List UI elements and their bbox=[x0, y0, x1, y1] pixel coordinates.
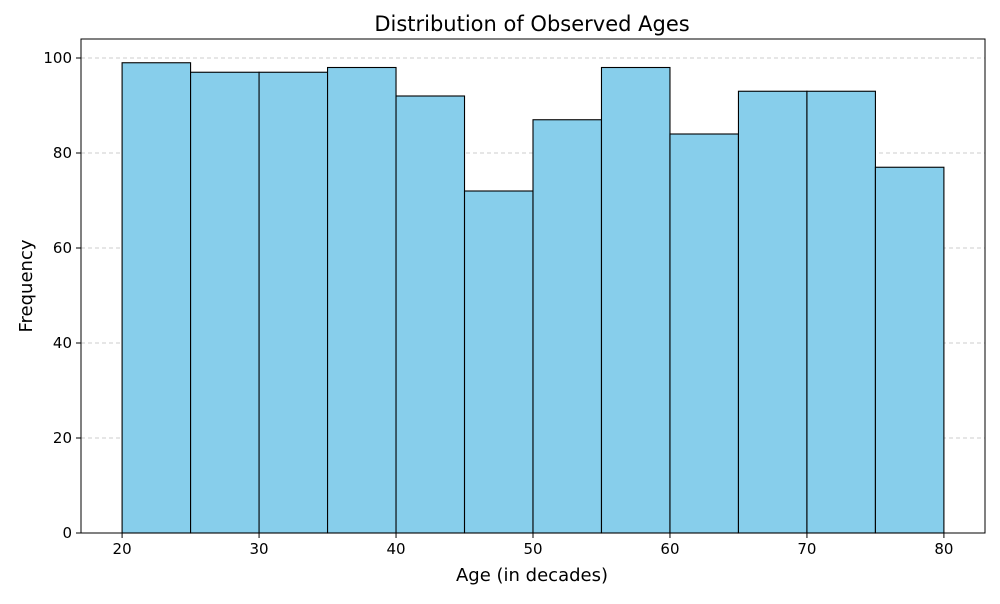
y-axis-label: Frequency bbox=[16, 239, 37, 332]
histogram-bar bbox=[600, 66, 671, 534]
histogram-bar bbox=[532, 119, 603, 534]
x-tick-label: 60 bbox=[660, 540, 679, 558]
ticks-layer: 20 30 40 50 60 70 80 0 20 40 60 80 100 bbox=[43, 49, 953, 558]
x-tick-label: 20 bbox=[113, 540, 132, 558]
y-tick-label: 100 bbox=[43, 49, 72, 67]
x-tick-label: 30 bbox=[250, 540, 269, 558]
x-tick-label: 70 bbox=[797, 540, 816, 558]
histogram-bar bbox=[737, 90, 808, 534]
histogram-bar bbox=[258, 71, 329, 534]
x-tick-label: 80 bbox=[934, 540, 953, 558]
bars-layer bbox=[121, 62, 945, 534]
histogram-bar bbox=[806, 90, 876, 534]
y-tick-label: 20 bbox=[53, 429, 72, 447]
x-tick-label: 50 bbox=[523, 540, 542, 558]
histogram-bar bbox=[395, 95, 466, 534]
x-axis-label: Age (in decades) bbox=[456, 565, 608, 586]
y-tick-label: 60 bbox=[53, 239, 72, 257]
y-tick-label: 80 bbox=[53, 144, 72, 162]
histogram-bar bbox=[190, 71, 260, 534]
histogram-bar bbox=[121, 62, 192, 534]
x-tick-label: 40 bbox=[386, 540, 405, 558]
chart-title: Distribution of Observed Ages bbox=[374, 12, 689, 36]
histogram-bar bbox=[326, 66, 397, 534]
y-tick-label: 40 bbox=[53, 334, 72, 352]
histogram-bar bbox=[874, 166, 945, 534]
histogram-bar bbox=[669, 133, 740, 534]
histogram-bar bbox=[463, 190, 534, 534]
y-tick-label: 0 bbox=[62, 524, 72, 542]
